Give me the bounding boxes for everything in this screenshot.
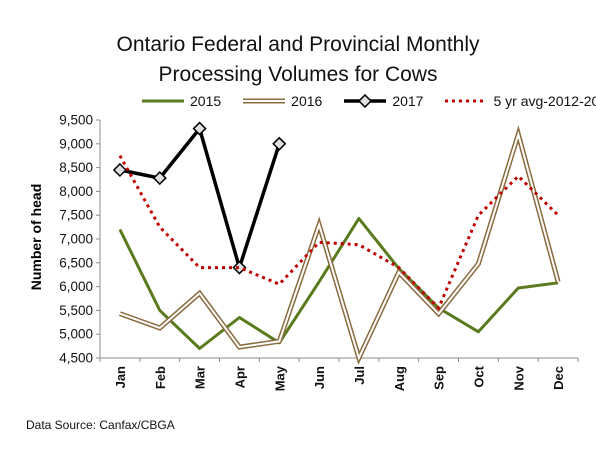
data-source-note: Data Source: Canfax/CBGA: [26, 418, 175, 432]
series-line-2017: [119, 126, 281, 270]
x-tick-label: Dec: [551, 366, 566, 390]
x-tick-label: Nov: [511, 365, 526, 390]
y-tick-label: 8,000: [59, 184, 93, 199]
x-tick-label: Jun: [312, 366, 327, 389]
series-marker-2017: [272, 136, 287, 151]
legend-label-2016: 2016: [291, 93, 323, 109]
x-tick-label: Mar: [193, 366, 208, 389]
series-line-2016-inner: [119, 130, 560, 361]
series-marker-2017: [152, 171, 167, 186]
x-tick-label: Oct: [471, 365, 486, 387]
legend-item-5yr-avg: 5 yr avg-2012-2016: [445, 93, 596, 109]
y-tick-label: 7,000: [59, 232, 93, 247]
x-tick-label: Sep: [432, 366, 447, 390]
x-tick-label: Jul: [352, 366, 367, 385]
y-tick-label: 5,500: [59, 303, 93, 318]
y-tick-label: 6,000: [59, 279, 93, 294]
legend-item-2017: 2017: [344, 93, 423, 109]
legend-label-2015: 2015: [190, 93, 222, 109]
y-tick-label: 4,500: [59, 351, 93, 366]
legend-item-2016: 2016: [243, 93, 322, 109]
legend-label-2017: 2017: [392, 93, 424, 109]
legend-swatch-5yr-avg: [445, 99, 488, 103]
chart-title-line-2: Processing Volumes for Cows: [158, 63, 438, 86]
legend-swatch-2015: [142, 99, 184, 103]
y-tick-label: 7,500: [59, 208, 93, 223]
x-tick-label: Aug: [392, 366, 407, 391]
y-tick-label: 5,000: [59, 327, 93, 342]
legend-swatch-2017: [344, 94, 387, 108]
series-line-2016: [119, 125, 561, 366]
chart-title: Ontario Federal and Provincial Monthly P…: [0, 30, 596, 90]
x-tick-label: Apr: [232, 366, 247, 388]
legend-label-5yr-avg: 5 yr avg-2012-2016: [493, 93, 596, 109]
y-tick-label: 8,500: [59, 160, 93, 175]
series-marker-2017: [192, 121, 207, 136]
series-marker-2017: [112, 162, 127, 178]
series-marker-2017: [232, 260, 247, 275]
x-tick-label: Jan: [113, 366, 128, 388]
series-line-5-yr-avg-2012-2016: [118, 154, 560, 311]
series-line-2015: [118, 217, 559, 350]
chart-title-line-1: Ontario Federal and Provincial Monthly: [116, 33, 480, 56]
y-tick-label: 6,500: [59, 255, 93, 270]
y-tick-label: 9,500: [59, 113, 93, 128]
legend-item-2015: 2015: [142, 93, 221, 109]
chart-legend: 2015 2016 2017 5 yr avg-2012-2016: [142, 90, 596, 112]
x-tick-label: May: [272, 365, 287, 391]
x-tick-label: Feb: [153, 366, 168, 389]
y-tick-label: 9,000: [59, 136, 93, 151]
legend-swatch-2016: [243, 98, 286, 104]
